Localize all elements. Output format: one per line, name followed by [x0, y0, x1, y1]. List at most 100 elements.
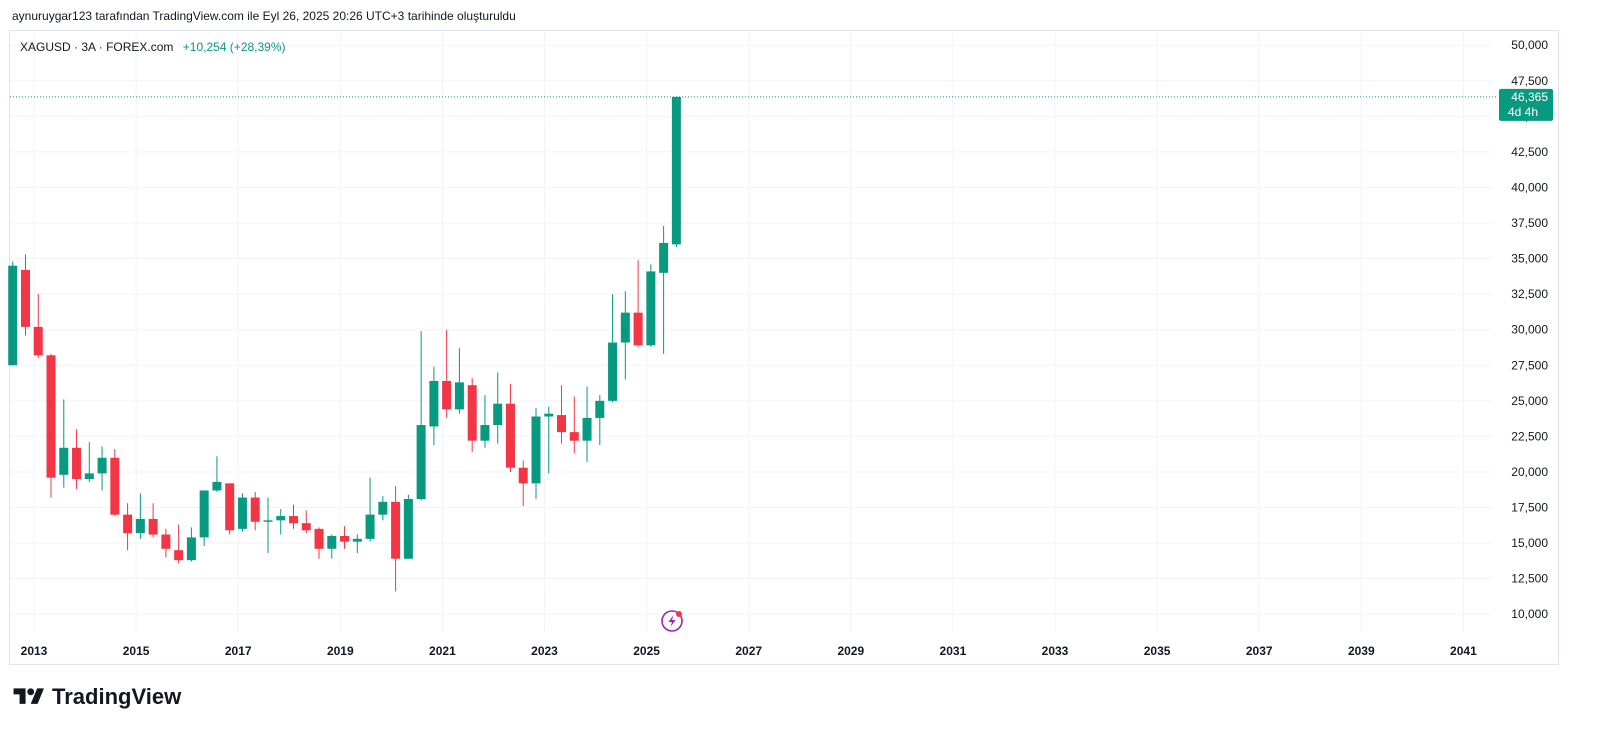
symbol-exchange: FOREX.com	[106, 40, 173, 54]
x-tick-label: 2025	[633, 644, 660, 658]
candle-body[interactable]	[646, 271, 656, 346]
candle-body[interactable]	[20, 269, 30, 327]
y-tick-label: 10,000	[1511, 607, 1548, 621]
x-tick-label: 2041	[1450, 644, 1477, 658]
x-tick-label: 2015	[123, 644, 150, 658]
candle-body[interactable]	[340, 535, 350, 542]
candle-body[interactable]	[608, 342, 618, 401]
candle-body[interactable]	[671, 96, 681, 245]
y-tick-label: 25,000	[1511, 394, 1548, 408]
x-tick-label: 2031	[940, 644, 967, 658]
candle-body[interactable]	[633, 312, 643, 346]
candle-body[interactable]	[544, 413, 554, 417]
legend-separator: ·	[99, 40, 106, 54]
x-tick-label: 2019	[327, 644, 354, 658]
x-tick-label: 2027	[735, 644, 762, 658]
candle-body[interactable]	[505, 403, 515, 468]
chart-svg[interactable]: 10,000 12,500 15,000 17,500 20,000 22,500 25,0…	[0, 0, 1600, 670]
symbol-interval: 3A	[81, 40, 96, 54]
y-tick-label: 47,500	[1511, 74, 1548, 88]
y-tick-label: 30,000	[1511, 323, 1548, 337]
candle-body[interactable]	[135, 518, 145, 534]
candle-body[interactable]	[429, 380, 439, 427]
y-tick-label: 27,500	[1511, 358, 1548, 372]
candle-body[interactable]	[161, 534, 171, 549]
candle-body[interactable]	[582, 417, 592, 441]
bar-countdown: 4d 4h	[1508, 105, 1538, 119]
candle-body[interactable]	[391, 501, 401, 559]
y-tick-label: 22,500	[1511, 429, 1548, 443]
candle-body[interactable]	[314, 528, 324, 549]
candle-body[interactable]	[365, 514, 375, 539]
candle-body[interactable]	[352, 538, 362, 542]
candle-body[interactable]	[480, 425, 490, 441]
tradingview-logo-icon	[13, 688, 44, 704]
candle-body[interactable]	[212, 481, 222, 491]
candle-body[interactable]	[237, 497, 247, 529]
chart-grid	[10, 31, 1492, 632]
candle-body[interactable]	[301, 523, 311, 531]
x-tick-label: 2037	[1246, 644, 1273, 658]
candle-body[interactable]	[97, 457, 107, 474]
candle-body[interactable]	[518, 467, 528, 484]
candle-body[interactable]	[186, 537, 196, 561]
candle-body[interactable]	[403, 498, 413, 559]
flash-icon[interactable]	[661, 610, 683, 632]
candle-body[interactable]	[467, 385, 477, 441]
candle-body[interactable]	[84, 473, 94, 480]
candle-body[interactable]	[225, 483, 235, 531]
last-price-badge	[1499, 88, 1553, 121]
candle-body[interactable]	[110, 457, 120, 515]
y-tick-label: 12,500	[1511, 572, 1548, 586]
candle-body[interactable]	[289, 516, 299, 524]
symbol-legend[interactable]: XAGUSD · 3A · FOREX.com +10,254 (+28,39%…	[20, 40, 286, 54]
y-tick-label: 37,500	[1511, 216, 1548, 230]
y-tick-label: 17,500	[1511, 501, 1548, 515]
candle-body[interactable]	[378, 501, 388, 515]
candle-body[interactable]	[8, 265, 18, 366]
x-tick-label: 2039	[1348, 644, 1375, 658]
candle-body[interactable]	[595, 400, 605, 418]
symbol-name: XAGUSD	[20, 40, 71, 54]
y-tick-label: 32,500	[1511, 287, 1548, 301]
candle-body[interactable]	[569, 432, 579, 441]
x-tick-label: 2013	[21, 644, 48, 658]
y-tick-label: 15,000	[1511, 536, 1548, 550]
candle-body[interactable]	[493, 403, 503, 426]
candle-body[interactable]	[327, 535, 337, 549]
candle-body[interactable]	[454, 382, 464, 410]
candle-body[interactable]	[123, 514, 133, 534]
share-caption: aynuruygar123 tarafından TradingView.com…	[12, 9, 516, 23]
symbol-change: +10,254 (+28,39%)	[183, 40, 286, 54]
candle-body[interactable]	[199, 490, 209, 538]
candle-body[interactable]	[620, 312, 630, 343]
candle-body[interactable]	[174, 550, 184, 561]
candle-body[interactable]	[276, 516, 286, 521]
svg-text:XAGUSD · 3A: XAGUSD · 3A · FOREX.com +10,254 (+28,39%…	[20, 40, 286, 54]
y-tick-label: 50,000	[1511, 38, 1548, 52]
candle-body[interactable]	[557, 415, 567, 433]
candle-body[interactable]	[148, 518, 158, 535]
candle-body[interactable]	[531, 416, 541, 484]
candle-body[interactable]	[72, 447, 82, 480]
candle-body[interactable]	[416, 425, 426, 499]
x-tick-label: 2017	[225, 644, 252, 658]
candle-body[interactable]	[263, 520, 273, 522]
candle-body[interactable]	[33, 326, 43, 356]
candle-body[interactable]	[442, 380, 452, 410]
candle-body[interactable]	[659, 242, 669, 273]
tradingview-logo[interactable]: TradingView	[12, 684, 181, 710]
x-tick-label: 2029	[837, 644, 864, 658]
x-tick-label: 2035	[1144, 644, 1171, 658]
last-price-value: 46,365	[1511, 90, 1548, 104]
y-tick-label: 42,500	[1511, 145, 1548, 159]
x-tick-label: 2023	[531, 644, 558, 658]
legend-separator: ·	[74, 40, 81, 54]
candle-body[interactable]	[250, 497, 260, 522]
candle-body[interactable]	[46, 355, 56, 478]
x-tick-label: 2033	[1042, 644, 1069, 658]
candle-body[interactable]	[59, 447, 69, 475]
brand-name: TradingView	[52, 684, 182, 709]
price-axis: 10,000 12,500 15,000 17,500 20,000 22,500 25,0…	[1511, 38, 1548, 621]
y-tick-label: 35,000	[1511, 252, 1548, 266]
